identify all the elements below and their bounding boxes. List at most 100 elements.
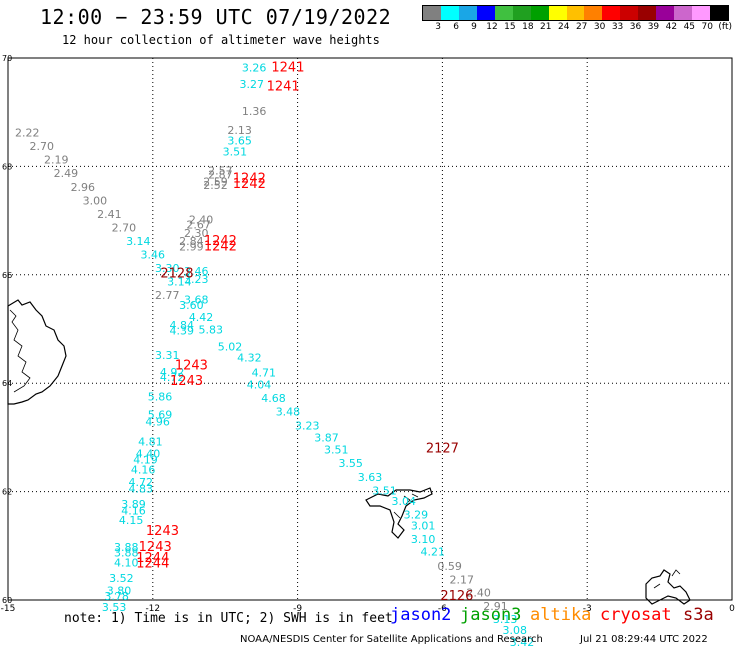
page-subtitle: 12 hour collection of altimeter wave hei… [62,33,380,47]
pass-time-label: 2128 [160,267,193,282]
wave-height-label: 4.19 [133,453,158,466]
wave-height-label: 4.04 [247,379,272,392]
pass-time-label: 1241 [267,80,300,95]
legend-swatch [602,6,621,20]
x-tick-label: -15 [1,604,16,614]
mission-jason2: jason2 [390,605,452,625]
wave-height-label: 3.68 [184,294,209,307]
wave-height-label: 3.87 [314,432,339,445]
wave-height-label: 2.17 [449,574,474,587]
wave-height-label: 3.30 [155,262,180,275]
wave-height-label: 3.14 [167,276,192,289]
legend-swatch [620,6,639,20]
wave-height-label: 3.46 [184,265,209,278]
wave-height-label: 2.67 [186,219,211,232]
wave-height-label: 3.29 [404,509,429,522]
wave-height-label: 3.60 [179,299,204,312]
x-tick-label: 0 [729,604,735,614]
legend-labels: 3 6 9 12 15 18 21 24 27 30 33 36 39 42 45 70 (ft) [422,21,740,33]
legend-label: 9 [471,22,477,32]
legend-swatch [584,6,603,20]
wave-height-label: 4.32 [237,352,262,365]
wave-height-label: 4.72 [160,371,185,384]
wave-height-label: 3.01 [411,520,436,533]
land-shetland-islands [645,569,691,605]
wave-height-label: 3.55 [338,457,363,470]
legend-swatch [710,6,728,20]
wave-height-label: 3.51 [223,146,248,159]
pass-time-label: 1243 [139,540,172,555]
x-tick-label: -9 [293,604,302,614]
wave-height-label: 4.16 [121,504,146,517]
pass-time-label: 1244 [136,551,169,566]
legend-label: 3 [435,22,442,32]
legend-label: 39 [647,22,660,32]
wave-height-label: 2.41 [97,208,122,221]
wave-height-label: 3.26 [242,62,267,75]
wave-height-label: 3.80 [107,585,132,598]
legend-label: 6 [453,22,459,32]
y-tick-label: 66 [2,271,12,280]
pass-time-label: 1243 [146,524,179,539]
wave-height-label: 3.00 [83,194,108,207]
wave-height-label: 4.16 [131,464,156,477]
legend-swatch [423,6,441,20]
wave-height-label: 3.63 [358,471,383,484]
pass-time-label: 1241 [271,61,304,76]
legend-swatch [458,6,477,20]
legend-swatch [638,6,657,20]
wave-height-label: 2.99 [179,240,204,253]
wave-height-label: 3.51 [372,484,397,497]
legend-swatch [692,6,710,20]
wave-height-label: 2.19 [44,154,69,167]
wave-height-label: 2.77 [155,289,180,302]
wave-height-label: 3.53 [102,601,127,614]
mission-jason3: jason3 [460,605,522,625]
y-tick-label: 70 [2,54,12,63]
wave-height-label: 3.52 [109,572,134,585]
y-tick-label: 60 [2,596,12,605]
wave-height-label: 3.42 [510,636,535,649]
wave-height-label: 2.22 [15,127,40,140]
wave-height-label: 4.83 [128,483,153,496]
y-tick-label: 64 [2,379,12,388]
pass-time-label: 1242 [204,234,237,249]
legend-label: 27 [575,22,588,32]
pass-time-label: 1242 [233,172,266,187]
wave-height-label: 2.30 [184,227,209,240]
wave-height-label: 4.21 [420,546,445,559]
wave-height-label: 3.65 [227,135,252,148]
wave-height-label: 3.48 [276,406,301,419]
legend-swatch [548,6,567,20]
wave-height-label: 3.89 [121,498,146,511]
legend-swatch [656,6,675,20]
wave-height-label: 4.71 [252,367,277,380]
legend-label: 30 [593,22,606,32]
wave-height-label: 2.84 [179,235,204,248]
credit-text: NOAA/NESDIS Center for Satellite Applica… [240,634,543,645]
wave-height-label: 5.02 [218,341,243,354]
legend-swatch [512,6,531,20]
legend-label: 45 [683,22,696,32]
legend-label: 42 [665,22,678,32]
legend-swatch [566,6,585,20]
wave-height-label: 3.08 [503,624,528,637]
map-frame [7,57,733,601]
land-iceland-east [7,299,67,405]
legend-swatch [476,6,495,20]
wave-height-label: 3.88 [114,547,139,560]
footnote: note: 1) Time is in UTC; 2) SWH is in fe… [64,611,393,626]
mission-cryosat: cryosat [600,605,672,625]
wave-height-label: 2.91 [483,600,508,613]
legend-label: 12 [486,22,498,32]
wave-height-label: 2.70 [30,140,55,153]
legend-swatch [530,6,549,20]
wave-height-label: 3.88 [114,541,139,554]
x-tick-label: -12 [145,604,160,614]
wave-height-label: 3.14 [126,235,151,248]
legend-label: 70 [701,22,713,32]
legend-label: (ft) [718,22,732,32]
wave-height-label: 4.39 [170,324,195,337]
legend-label: 36 [629,22,642,32]
wave-height-label: 2.49 [54,167,79,180]
